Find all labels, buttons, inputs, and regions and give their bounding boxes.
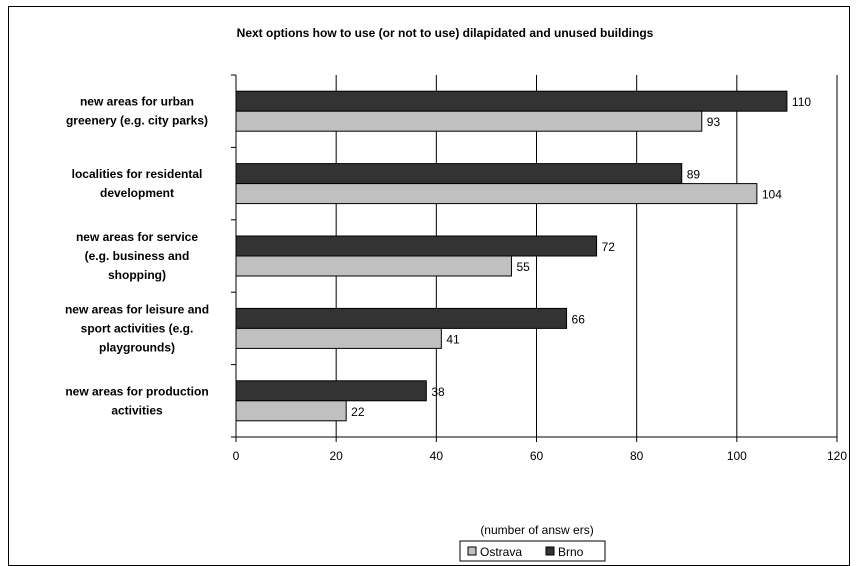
bar-brno [235,163,683,185]
data-label: 66 [572,312,586,326]
axes: 0 20 40 60 80 100 120 [231,74,847,463]
category-label: new areas for service (e.g. business and s… [76,230,198,282]
x-tick-label: 20 [329,449,343,463]
bar-ostrava [235,110,703,132]
category-labels: new areas for urban greenery (e.g. city p… [65,95,209,418]
x-tick-label: 0 [233,449,240,463]
chart-title: Next options how to use (or not to use) … [237,26,654,40]
x-axis-label: (number of answ ers) [480,523,593,537]
legend-box [459,540,606,562]
bar-brno [235,380,427,402]
data-label: 38 [431,385,445,399]
bar-ostrava [235,255,512,277]
x-tick-label: 60 [530,449,544,463]
bar-ostrava [235,183,758,205]
bar-ostrava [235,327,442,349]
legend-swatch-ostrava [467,546,477,556]
data-label: 93 [707,115,721,129]
data-label: 110 [792,95,811,109]
legend-swatch-brno [545,546,555,556]
x-tick-label: 120 [827,449,847,463]
category-label: localities for residental development [72,167,203,200]
data-label: 104 [762,188,782,202]
x-tick-label: 40 [430,449,444,463]
bar-ostrava [235,400,347,422]
bars: 110 93 89 104 72 55 66 41 38 22 [235,90,811,422]
x-tick-label: 100 [727,449,747,463]
x-tick-label: 80 [630,449,644,463]
data-label: 72 [602,240,616,254]
data-label: 41 [446,332,460,346]
bar-brno [235,307,568,329]
data-label: 55 [516,260,530,274]
category-label: new areas for leisure and sport activitie… [65,302,209,354]
legend: Ostrava Brno [459,540,606,562]
bar-brno [235,90,788,112]
legend-label-brno: Brno [558,545,584,559]
category-label: new areas for urban greenery (e.g. city p… [66,95,208,128]
bar-brno [235,235,598,257]
legend-label-ostrava: Ostrava [480,545,522,559]
data-label: 22 [351,405,365,419]
gridlines [335,75,838,437]
category-label: new areas for production activities [65,384,208,417]
data-label: 89 [687,168,701,182]
